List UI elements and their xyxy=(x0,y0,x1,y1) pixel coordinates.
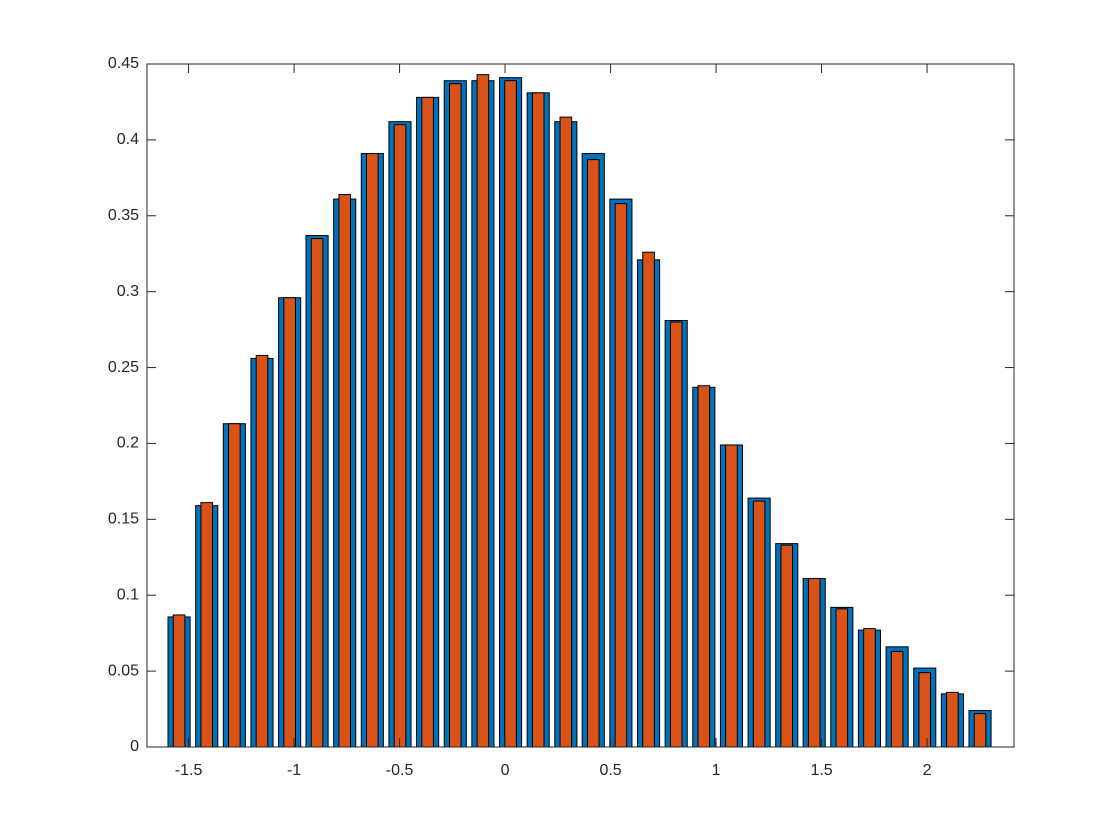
bar xyxy=(310,238,324,748)
bar xyxy=(172,614,186,748)
bar xyxy=(946,691,959,748)
x-tick-label: 0.5 xyxy=(599,762,621,779)
bar xyxy=(476,74,490,748)
y-tick-label: 0.25 xyxy=(108,359,139,376)
bar xyxy=(973,713,987,748)
y-tick-label: 0.35 xyxy=(108,207,139,224)
x-tick-label: 2 xyxy=(923,762,932,779)
x-tick-label: 0 xyxy=(501,762,510,779)
bar xyxy=(807,578,821,748)
bar xyxy=(283,297,296,748)
bar xyxy=(614,203,628,748)
bar xyxy=(697,385,711,748)
y-tick-label: 0.3 xyxy=(117,283,139,300)
y-tick-label: 0.05 xyxy=(108,662,139,679)
bar xyxy=(421,96,434,748)
bar xyxy=(725,444,738,748)
bar xyxy=(531,92,545,748)
bar xyxy=(586,159,600,748)
bar xyxy=(669,321,683,748)
x-tick-label: -1 xyxy=(287,762,301,779)
bar xyxy=(780,544,794,748)
y-tick-label: 0.1 xyxy=(117,586,139,603)
bar xyxy=(835,608,849,748)
x-tick-label: 1.5 xyxy=(810,762,832,779)
x-tick-label: -0.5 xyxy=(386,762,414,779)
y-tick-label: 0.45 xyxy=(108,55,139,72)
y-tick-label: 0.15 xyxy=(108,511,139,528)
y-tick-label: 0.2 xyxy=(117,435,139,452)
bar xyxy=(228,423,241,748)
bar xyxy=(338,194,352,748)
bar xyxy=(504,80,517,748)
bar xyxy=(752,500,766,748)
x-tick-label: -1.5 xyxy=(175,762,203,779)
bar xyxy=(890,650,904,748)
bar xyxy=(642,251,655,748)
x-tick-label: 1 xyxy=(712,762,721,779)
bar xyxy=(918,672,932,748)
bar xyxy=(366,153,379,748)
bar xyxy=(200,502,214,748)
y-tick-label: 0.4 xyxy=(117,131,139,148)
bar xyxy=(448,83,462,748)
axes-box xyxy=(146,63,1015,748)
bar xyxy=(863,628,876,748)
bar xyxy=(559,116,573,748)
bar xyxy=(255,354,269,748)
y-tick-label: 0 xyxy=(130,738,139,755)
bar xyxy=(393,124,407,748)
